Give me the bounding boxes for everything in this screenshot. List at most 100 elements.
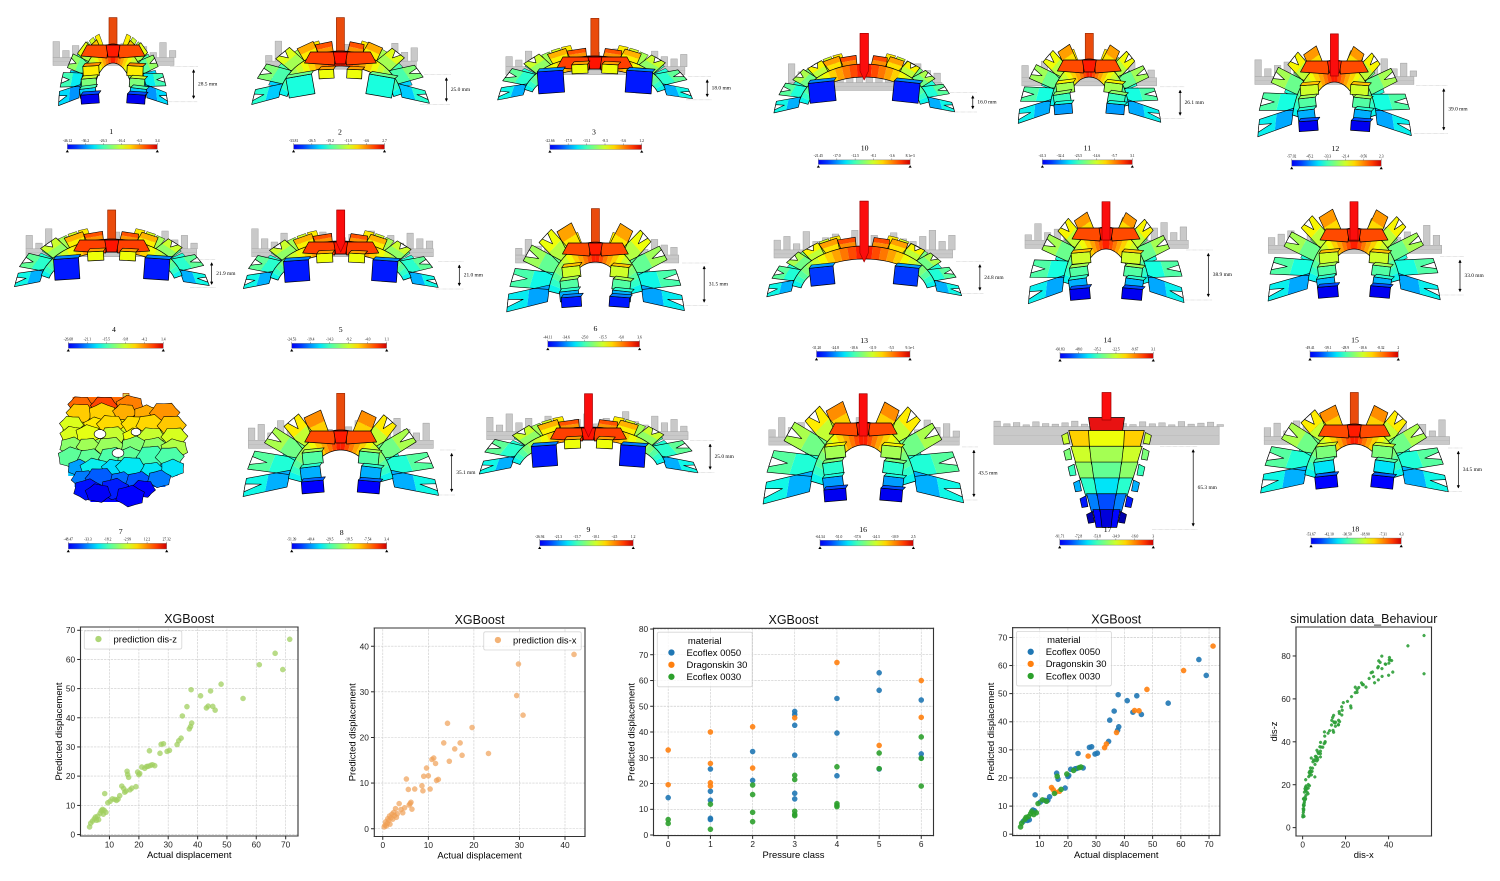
svg-text:-29.5: -29.5 <box>326 538 334 542</box>
svg-text:50: 50 <box>1148 839 1158 849</box>
svg-text:-11.9: -11.9 <box>869 346 877 350</box>
svg-text:30: 30 <box>1091 839 1101 849</box>
svg-text:-24.8: -24.8 <box>831 346 839 350</box>
svg-text:15: 15 <box>1351 336 1359 345</box>
svg-text:50: 50 <box>639 701 649 711</box>
svg-text:-26.5: -26.5 <box>308 139 316 143</box>
svg-text:2.5: 2.5 <box>911 535 916 539</box>
svg-text:10: 10 <box>998 801 1008 811</box>
svg-text:Ecoflex 0050: Ecoflex 0050 <box>687 648 742 659</box>
svg-text:-46.12: -46.12 <box>63 139 73 143</box>
svg-text:30: 30 <box>360 687 370 697</box>
svg-text:-12.5: -12.5 <box>851 154 859 158</box>
svg-text:-37.6: -37.6 <box>854 535 862 539</box>
svg-text:2: 2 <box>338 128 342 137</box>
svg-text:-9.2: -9.2 <box>346 338 352 342</box>
svg-text:-33.81: -33.81 <box>289 139 299 143</box>
svg-text:-49.41: -49.41 <box>1305 346 1315 350</box>
svg-text:20: 20 <box>639 779 649 789</box>
svg-text:50: 50 <box>998 689 1008 699</box>
svg-text:-4.5: -4.5 <box>612 535 618 539</box>
svg-text:4: 4 <box>835 839 840 849</box>
svg-text:18: 18 <box>1352 524 1360 533</box>
svg-text:40: 40 <box>193 840 203 850</box>
svg-text:Actual displacement: Actual displacement <box>437 851 522 862</box>
svg-text:40: 40 <box>360 641 370 651</box>
svg-text:12.2: 12.2 <box>144 538 151 542</box>
svg-text:40: 40 <box>560 840 570 850</box>
svg-text:-21.1: -21.1 <box>84 338 92 342</box>
svg-text:6: 6 <box>593 324 597 333</box>
svg-text:40: 40 <box>639 727 649 737</box>
svg-text:2.3: 2.3 <box>1379 155 1384 159</box>
svg-text:4: 4 <box>112 325 116 334</box>
svg-text:25.0 mm: 25.0 mm <box>715 454 735 460</box>
svg-text:-11.9: -11.9 <box>344 139 352 143</box>
svg-text:40: 40 <box>66 713 76 723</box>
svg-text:10: 10 <box>66 800 76 810</box>
svg-text:-16.0: -16.0 <box>1131 534 1139 538</box>
svg-text:-9.8: -9.8 <box>122 338 128 342</box>
svg-text:70: 70 <box>1204 839 1214 849</box>
svg-text:XGBoost: XGBoost <box>1091 612 1142 626</box>
svg-text:38.9 mm: 38.9 mm <box>1213 272 1233 278</box>
svg-text:5: 5 <box>339 325 343 334</box>
svg-text:7: 7 <box>119 527 123 536</box>
svg-text:9: 9 <box>587 525 591 534</box>
svg-text:-57.02: -57.02 <box>1287 155 1297 159</box>
svg-text:30: 30 <box>639 753 649 763</box>
svg-text:1.2: 1.2 <box>639 139 644 143</box>
svg-text:8: 8 <box>340 528 344 537</box>
svg-text:-32.4: -32.4 <box>1057 154 1065 158</box>
svg-text:-10.1: -10.1 <box>592 535 600 539</box>
svg-text:-53.67: -53.67 <box>1306 533 1316 537</box>
svg-text:-28.9: -28.9 <box>1342 346 1350 350</box>
svg-text:3.1: 3.1 <box>1151 348 1156 352</box>
svg-text:simulation data_Behaviour: simulation data_Behaviour <box>1290 612 1437 626</box>
svg-text:33.0 mm: 33.0 mm <box>1464 273 1484 279</box>
svg-text:60: 60 <box>66 654 76 664</box>
svg-text:-18.6: -18.6 <box>1359 346 1367 350</box>
svg-text:1.2: 1.2 <box>631 535 636 539</box>
svg-text:-19.2: -19.2 <box>326 139 334 143</box>
svg-text:0: 0 <box>1003 829 1008 839</box>
svg-text:-39.1: -39.1 <box>1324 346 1332 350</box>
svg-text:Predicted displacement: Predicted displacement <box>627 683 638 781</box>
svg-text:-18.5: -18.5 <box>345 538 353 542</box>
svg-text:-91.71: -91.71 <box>1055 534 1065 538</box>
svg-text:60: 60 <box>1176 839 1186 849</box>
svg-text:17: 17 <box>1104 525 1112 534</box>
svg-text:1: 1 <box>708 839 713 849</box>
svg-text:-5.7: -5.7 <box>1111 154 1117 158</box>
svg-text:-21.4: -21.4 <box>1342 155 1350 159</box>
svg-text:Predicted displacement: Predicted displacement <box>986 682 997 780</box>
svg-text:30: 30 <box>66 742 76 752</box>
svg-text:0: 0 <box>1286 823 1291 833</box>
svg-text:-21.45: -21.45 <box>814 154 824 158</box>
svg-text:-36.2: -36.2 <box>82 139 90 143</box>
svg-text:14: 14 <box>1103 336 1111 345</box>
svg-text:3.1: 3.1 <box>1130 154 1135 158</box>
svg-text:20: 20 <box>469 840 479 850</box>
svg-text:dis-z: dis-z <box>1269 721 1280 741</box>
svg-text:70: 70 <box>998 632 1008 642</box>
svg-text:-51.0: -51.0 <box>835 535 843 539</box>
svg-text:20: 20 <box>1063 839 1073 849</box>
svg-text:-13.1: -13.1 <box>583 139 591 143</box>
svg-text:Predicted displacement: Predicted displacement <box>348 683 359 781</box>
svg-text:XGBoost: XGBoost <box>455 613 506 627</box>
svg-text:10: 10 <box>424 840 434 850</box>
svg-text:-24.3: -24.3 <box>872 535 880 539</box>
svg-text:-15.7: -15.7 <box>573 535 581 539</box>
svg-text:30: 30 <box>164 840 174 850</box>
svg-text:1.1: 1.1 <box>384 338 389 342</box>
svg-text:dis-x: dis-x <box>1354 850 1374 861</box>
svg-text:material: material <box>1047 635 1081 646</box>
svg-text:-4.2: -4.2 <box>141 338 147 342</box>
svg-text:2: 2 <box>750 839 755 849</box>
svg-text:0: 0 <box>643 830 648 840</box>
svg-text:Actual displacement: Actual displacement <box>147 850 232 861</box>
svg-text:9.1e-1: 9.1e-1 <box>905 346 914 350</box>
svg-text:6: 6 <box>919 839 924 849</box>
svg-text:material: material <box>688 636 722 647</box>
